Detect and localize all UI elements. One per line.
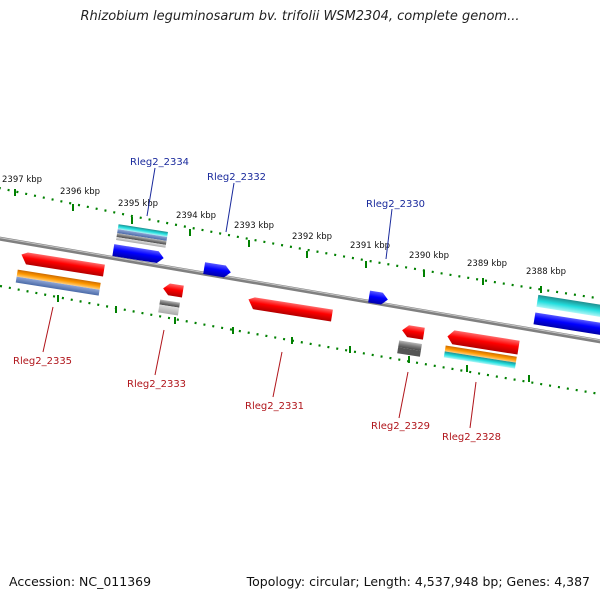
major-ticks-outer: [14, 189, 542, 293]
feature-rleg2-2332-gene[interactable]: [203, 262, 232, 278]
label-leaders-top: [146, 167, 393, 260]
kbp-label: 2396 kbp: [60, 187, 100, 197]
feature-rleg2-2334-gene[interactable]: [112, 244, 164, 264]
feature-right-gene[interactable]: [533, 312, 600, 336]
tick-ring-outer: [0, 187, 600, 300]
gene-label-rleg2-2328: Rleg2_2328: [442, 432, 501, 443]
feature-rleg2-2334-trna[interactable]: [116, 224, 168, 248]
feature-rleg2-2333-cds[interactable]: [162, 283, 184, 298]
kbp-label: 2395 kbp: [118, 199, 158, 209]
feature-right-trna[interactable]: [536, 294, 600, 318]
gene-label-rleg2-2335: Rleg2_2335: [13, 356, 72, 367]
feature-rleg2-2335-cds[interactable]: [20, 252, 105, 277]
feature-rleg2-2335-orange[interactable]: [15, 269, 101, 296]
accession-label: Accession: NC_011369: [9, 574, 152, 589]
gene-label-rleg2-2333: Rleg2_2333: [127, 379, 186, 390]
genome-summary: Topology: circular; Length: 4,537,948 bp…: [246, 574, 590, 589]
kbp-label: 2392 kbp: [292, 232, 332, 242]
page-title: Rhizobium leguminosarum bv. trifolii WSM…: [80, 9, 520, 24]
kbp-label: 2397 kbp: [2, 175, 42, 185]
feature-rleg2-2333-grey[interactable]: [158, 299, 180, 316]
feature-rleg2-2331-cds[interactable]: [247, 296, 333, 322]
kbp-label: 2391 kbp: [350, 241, 390, 251]
feature-rleg2-2330-gene[interactable]: [368, 290, 389, 306]
kbp-label: 2388 kbp: [526, 267, 566, 277]
gene-label-rleg2-2332: Rleg2_2332: [207, 172, 266, 183]
kbp-label: 2389 kbp: [467, 259, 507, 269]
kbp-label: 2394 kbp: [176, 211, 216, 221]
feature-rleg2-2329-grey[interactable]: [397, 340, 422, 357]
gene-label-rleg2-2330: Rleg2_2330: [366, 199, 425, 210]
label-leaders-bottom: [42, 306, 477, 429]
gene-label-rleg2-2331: Rleg2_2331: [245, 401, 304, 412]
gene-label-rleg2-2329: Rleg2_2329: [371, 421, 430, 432]
major-ticks-inner: [57, 295, 530, 382]
kbp-label: 2393 kbp: [234, 221, 274, 231]
gene-label-rleg2-2334: Rleg2_2334: [130, 157, 189, 168]
feature-rleg2-2328-orange[interactable]: [443, 345, 517, 369]
kbp-label: 2390 kbp: [409, 251, 449, 261]
feature-rleg2-2328-cds[interactable]: [446, 329, 520, 355]
feature-rleg2-2329-cds[interactable]: [401, 324, 425, 340]
